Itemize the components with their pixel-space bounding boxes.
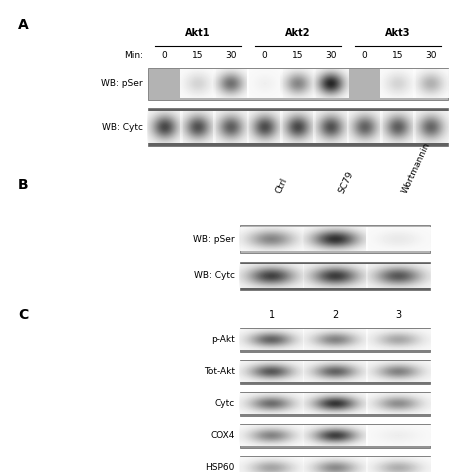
Text: WB: pSer: WB: pSer — [101, 79, 143, 89]
Bar — [148, 68, 448, 100]
Text: A: A — [18, 18, 29, 32]
Text: 3: 3 — [395, 310, 401, 320]
Bar — [240, 360, 430, 384]
Text: 15: 15 — [192, 51, 204, 60]
Bar — [240, 456, 430, 472]
Text: 0: 0 — [262, 51, 267, 60]
Text: B: B — [18, 178, 28, 192]
Text: p-Akt: p-Akt — [211, 336, 235, 345]
Text: Wortmannin: Wortmannin — [401, 141, 432, 195]
Bar — [240, 328, 430, 352]
Text: 1: 1 — [269, 310, 275, 320]
Text: SC79: SC79 — [337, 170, 355, 195]
Text: 0: 0 — [162, 51, 167, 60]
Bar — [240, 424, 430, 448]
Text: Tot-Akt: Tot-Akt — [204, 368, 235, 377]
Text: 0: 0 — [362, 51, 367, 60]
Text: 15: 15 — [392, 51, 404, 60]
Text: WB: Cytc: WB: Cytc — [102, 123, 143, 132]
Text: 30: 30 — [226, 51, 237, 60]
Text: Akt2: Akt2 — [285, 28, 311, 38]
Text: WB: Cytc: WB: Cytc — [194, 271, 235, 280]
Text: 2: 2 — [332, 310, 338, 320]
Text: C: C — [18, 308, 28, 322]
Text: 15: 15 — [292, 51, 304, 60]
Text: HSP60: HSP60 — [206, 464, 235, 472]
Bar — [240, 262, 430, 290]
Text: Akt3: Akt3 — [385, 28, 411, 38]
Text: Akt1: Akt1 — [185, 28, 211, 38]
Text: COX4: COX4 — [210, 431, 235, 440]
Text: 30: 30 — [326, 51, 337, 60]
Bar — [240, 225, 430, 253]
Text: Min:: Min: — [124, 51, 143, 60]
Text: WB: pSer: WB: pSer — [193, 235, 235, 244]
Bar — [240, 392, 430, 416]
Text: 30: 30 — [426, 51, 437, 60]
Bar — [148, 108, 448, 146]
Text: Cytc: Cytc — [215, 399, 235, 408]
Text: Ctrl: Ctrl — [273, 177, 289, 195]
